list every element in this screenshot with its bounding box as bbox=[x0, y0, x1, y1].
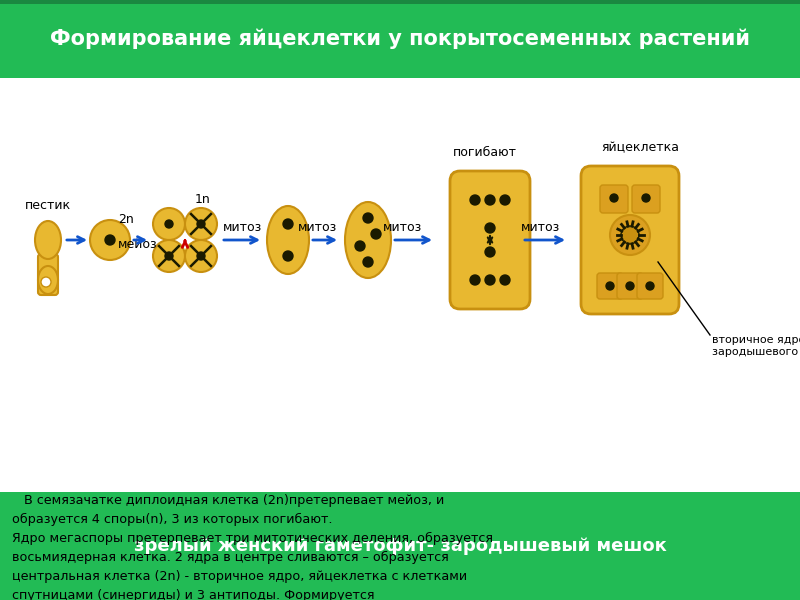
Circle shape bbox=[363, 257, 373, 267]
Text: митоз: митоз bbox=[383, 221, 422, 234]
Circle shape bbox=[646, 282, 654, 290]
Circle shape bbox=[621, 226, 639, 244]
Bar bbox=[0, 492, 800, 600]
Bar bbox=[0, 78, 800, 492]
Text: мейоз: мейоз bbox=[118, 238, 158, 251]
Circle shape bbox=[165, 220, 173, 228]
Text: В семязачатке диплоидная клетка (2n)претерпевает мейоз, и
образуется 4 споры(n),: В семязачатке диплоидная клетка (2n)прет… bbox=[12, 494, 493, 600]
FancyBboxPatch shape bbox=[581, 166, 679, 314]
Text: яйцеклетка: яйцеклетка bbox=[601, 141, 679, 154]
Circle shape bbox=[197, 220, 205, 228]
Text: вторичное ядро
зародышевого мешка: вторичное ядро зародышевого мешка bbox=[712, 335, 800, 356]
Circle shape bbox=[185, 208, 217, 240]
Ellipse shape bbox=[38, 266, 58, 294]
FancyBboxPatch shape bbox=[38, 254, 58, 295]
Circle shape bbox=[500, 195, 510, 205]
Text: зрелый женский гаметофит- зародышевый мешок: зрелый женский гаметофит- зародышевый ме… bbox=[134, 537, 666, 555]
Circle shape bbox=[485, 223, 495, 233]
FancyBboxPatch shape bbox=[637, 273, 663, 299]
Text: Формирование яйцеклетки у покрытосеменных растений: Формирование яйцеклетки у покрытосеменны… bbox=[50, 29, 750, 49]
Circle shape bbox=[363, 213, 373, 223]
FancyBboxPatch shape bbox=[450, 171, 530, 309]
FancyBboxPatch shape bbox=[617, 273, 643, 299]
Circle shape bbox=[371, 229, 381, 239]
Circle shape bbox=[485, 275, 495, 285]
FancyBboxPatch shape bbox=[632, 185, 660, 213]
FancyBboxPatch shape bbox=[597, 273, 623, 299]
Circle shape bbox=[485, 195, 495, 205]
Bar bbox=[0, 0, 800, 78]
Circle shape bbox=[153, 240, 185, 272]
Circle shape bbox=[197, 252, 205, 260]
Circle shape bbox=[105, 235, 115, 245]
Circle shape bbox=[185, 240, 217, 272]
FancyBboxPatch shape bbox=[600, 185, 628, 213]
Ellipse shape bbox=[267, 206, 309, 274]
Circle shape bbox=[283, 219, 293, 229]
Text: погибают: погибают bbox=[453, 146, 517, 159]
Circle shape bbox=[606, 282, 614, 290]
Circle shape bbox=[610, 215, 650, 255]
Circle shape bbox=[610, 194, 618, 202]
Text: митоз: митоз bbox=[298, 221, 338, 234]
Ellipse shape bbox=[345, 202, 391, 278]
Circle shape bbox=[283, 251, 293, 261]
Circle shape bbox=[165, 252, 173, 260]
Circle shape bbox=[470, 195, 480, 205]
Circle shape bbox=[642, 194, 650, 202]
Circle shape bbox=[470, 275, 480, 285]
Circle shape bbox=[485, 247, 495, 257]
Circle shape bbox=[355, 241, 365, 251]
Bar bbox=[0, 0, 800, 4]
Circle shape bbox=[500, 275, 510, 285]
Text: митоз: митоз bbox=[521, 221, 560, 234]
Text: пестик: пестик bbox=[25, 199, 71, 212]
Circle shape bbox=[626, 282, 634, 290]
Circle shape bbox=[153, 208, 185, 240]
Text: 2n: 2n bbox=[118, 213, 134, 226]
Text: митоз: митоз bbox=[223, 221, 262, 234]
Text: 1n: 1n bbox=[195, 193, 211, 206]
Circle shape bbox=[90, 220, 130, 260]
Circle shape bbox=[41, 277, 51, 287]
Ellipse shape bbox=[35, 221, 61, 259]
